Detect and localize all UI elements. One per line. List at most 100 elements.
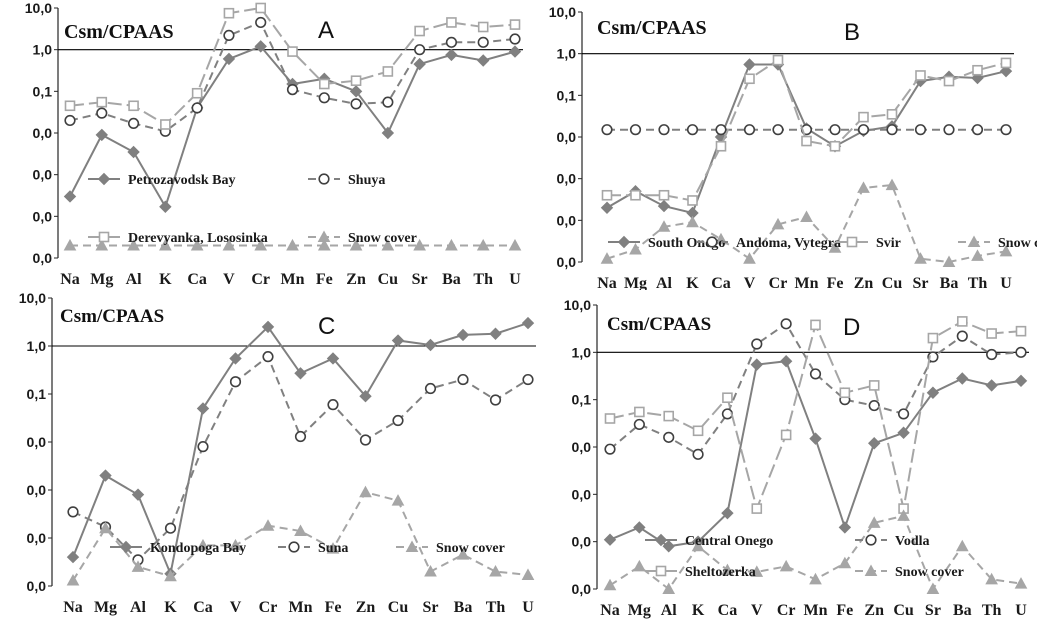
data-point (294, 524, 307, 536)
data-point (657, 199, 671, 213)
x-tick-label: K (686, 275, 699, 290)
data-point (294, 430, 307, 443)
data-point (489, 394, 502, 406)
data-point (722, 392, 733, 404)
data-point (445, 36, 458, 48)
series-line (609, 360, 1022, 548)
legend-label: Central Onego (685, 534, 773, 549)
data-point (629, 242, 642, 255)
x-tick-label: Sr (925, 602, 941, 619)
data-point (96, 96, 108, 108)
x-tick-label: Zn (854, 275, 874, 290)
data-point (986, 328, 997, 339)
data-point (686, 215, 699, 228)
chart-svg: 10,0 1,0 0,1 0,0 0,0 0,0 0,0 Na Mg Al K Ca V Cr Mn Fe Zn… (549, 4, 1037, 290)
y-tick-label: 0,0 (27, 434, 47, 450)
legend-label: Derevyanka, Lososinka (128, 231, 268, 246)
data-point (63, 238, 77, 251)
data-point (721, 563, 734, 576)
data-point (95, 238, 109, 251)
data-point (99, 521, 112, 534)
chart-svg: 10,0 1,0 0,1 0,0 0,0 0,0 0,0 Na Mg Al K Ca V Cr Mn Fe Zn… (19, 290, 536, 616)
data-point (914, 124, 927, 136)
panel-letter: B (844, 19, 860, 46)
y-tick-label: 0,0 (27, 578, 47, 594)
y-axis-label: Csm/CPAAS (60, 306, 164, 327)
data-point (750, 565, 764, 577)
data-point (127, 117, 140, 129)
x-tick-label: Cu (882, 275, 903, 290)
legend-label: Suna (318, 541, 348, 556)
x-tick-label: Ba (953, 602, 972, 619)
data-point (972, 64, 983, 76)
data-point (942, 255, 956, 267)
data-point (687, 195, 698, 206)
x-tick-label: Th (968, 275, 988, 290)
legend-marker (97, 172, 111, 186)
data-point (971, 249, 984, 261)
legend-label: Snow cover (998, 236, 1037, 251)
data-point (867, 516, 881, 528)
data-point (261, 519, 275, 531)
y-tick-label: 0,0 (33, 208, 53, 224)
legend-item: Snow cover (958, 235, 1037, 251)
data-point (692, 425, 704, 437)
data-point (829, 124, 841, 136)
data-point (838, 556, 852, 569)
data-point (254, 40, 267, 53)
legend-item: Kondopoga Bay (110, 540, 246, 556)
data-point (838, 521, 852, 534)
x-tick-label: Fe (325, 599, 342, 616)
y-tick-label: 0,0 (572, 534, 592, 550)
legend-label: Snow cover (348, 231, 417, 246)
data-point (715, 124, 727, 136)
data-point (287, 46, 298, 57)
y-tick-label: 0,0 (557, 254, 577, 270)
data-point (743, 252, 756, 264)
data-point (772, 124, 784, 136)
x-tick-label: U (1015, 602, 1027, 619)
data-point (229, 538, 242, 551)
data-point (509, 33, 521, 45)
data-point (131, 488, 145, 501)
data-point (522, 373, 534, 386)
legend-label: Andoma, Vytegra (736, 236, 841, 251)
data-point (254, 238, 268, 251)
x-tick-label: Na (600, 602, 620, 619)
data-point (1015, 346, 1027, 358)
data-point (662, 540, 675, 553)
data-point (66, 573, 80, 586)
data-point (445, 48, 458, 62)
data-point (771, 217, 785, 230)
data-point (476, 238, 490, 251)
x-tick-label: Th (982, 602, 1002, 619)
y-tick-label: 0,0 (27, 530, 47, 546)
legend-label: Sheltozerka (685, 565, 756, 580)
data-point (885, 178, 899, 191)
data-point (521, 568, 535, 580)
x-tick-label: Th (486, 599, 506, 616)
chart-svg: 10,0 1,0 0,1 0,0 0,0 0,0 0,0 Na Mg Al K Ca V Cr Mn Fe Zn… (25, 0, 523, 288)
data-point (64, 114, 76, 127)
data-point (927, 351, 939, 363)
data-point (986, 348, 998, 361)
panel-letter: A (318, 17, 334, 44)
data-point (956, 330, 968, 342)
y-tick-label: 1,0 (33, 42, 53, 58)
series-line (609, 322, 1022, 456)
data-point (633, 418, 645, 431)
data-point (914, 252, 927, 264)
legend-label: South Onego (648, 236, 725, 251)
y-axis-label: Csm/CPAAS (607, 314, 711, 335)
y-tick-label: 0,0 (557, 171, 577, 187)
data-point (446, 17, 457, 28)
x-tick-label: Mn (289, 599, 313, 616)
x-tick-label: Fe (316, 271, 333, 288)
data-point (223, 29, 235, 41)
data-point (603, 578, 617, 591)
legend-marker (617, 235, 631, 249)
data-point (601, 124, 613, 136)
y-tick-label: 0,1 (33, 83, 53, 99)
data-point (477, 21, 489, 33)
data-point (658, 189, 670, 201)
